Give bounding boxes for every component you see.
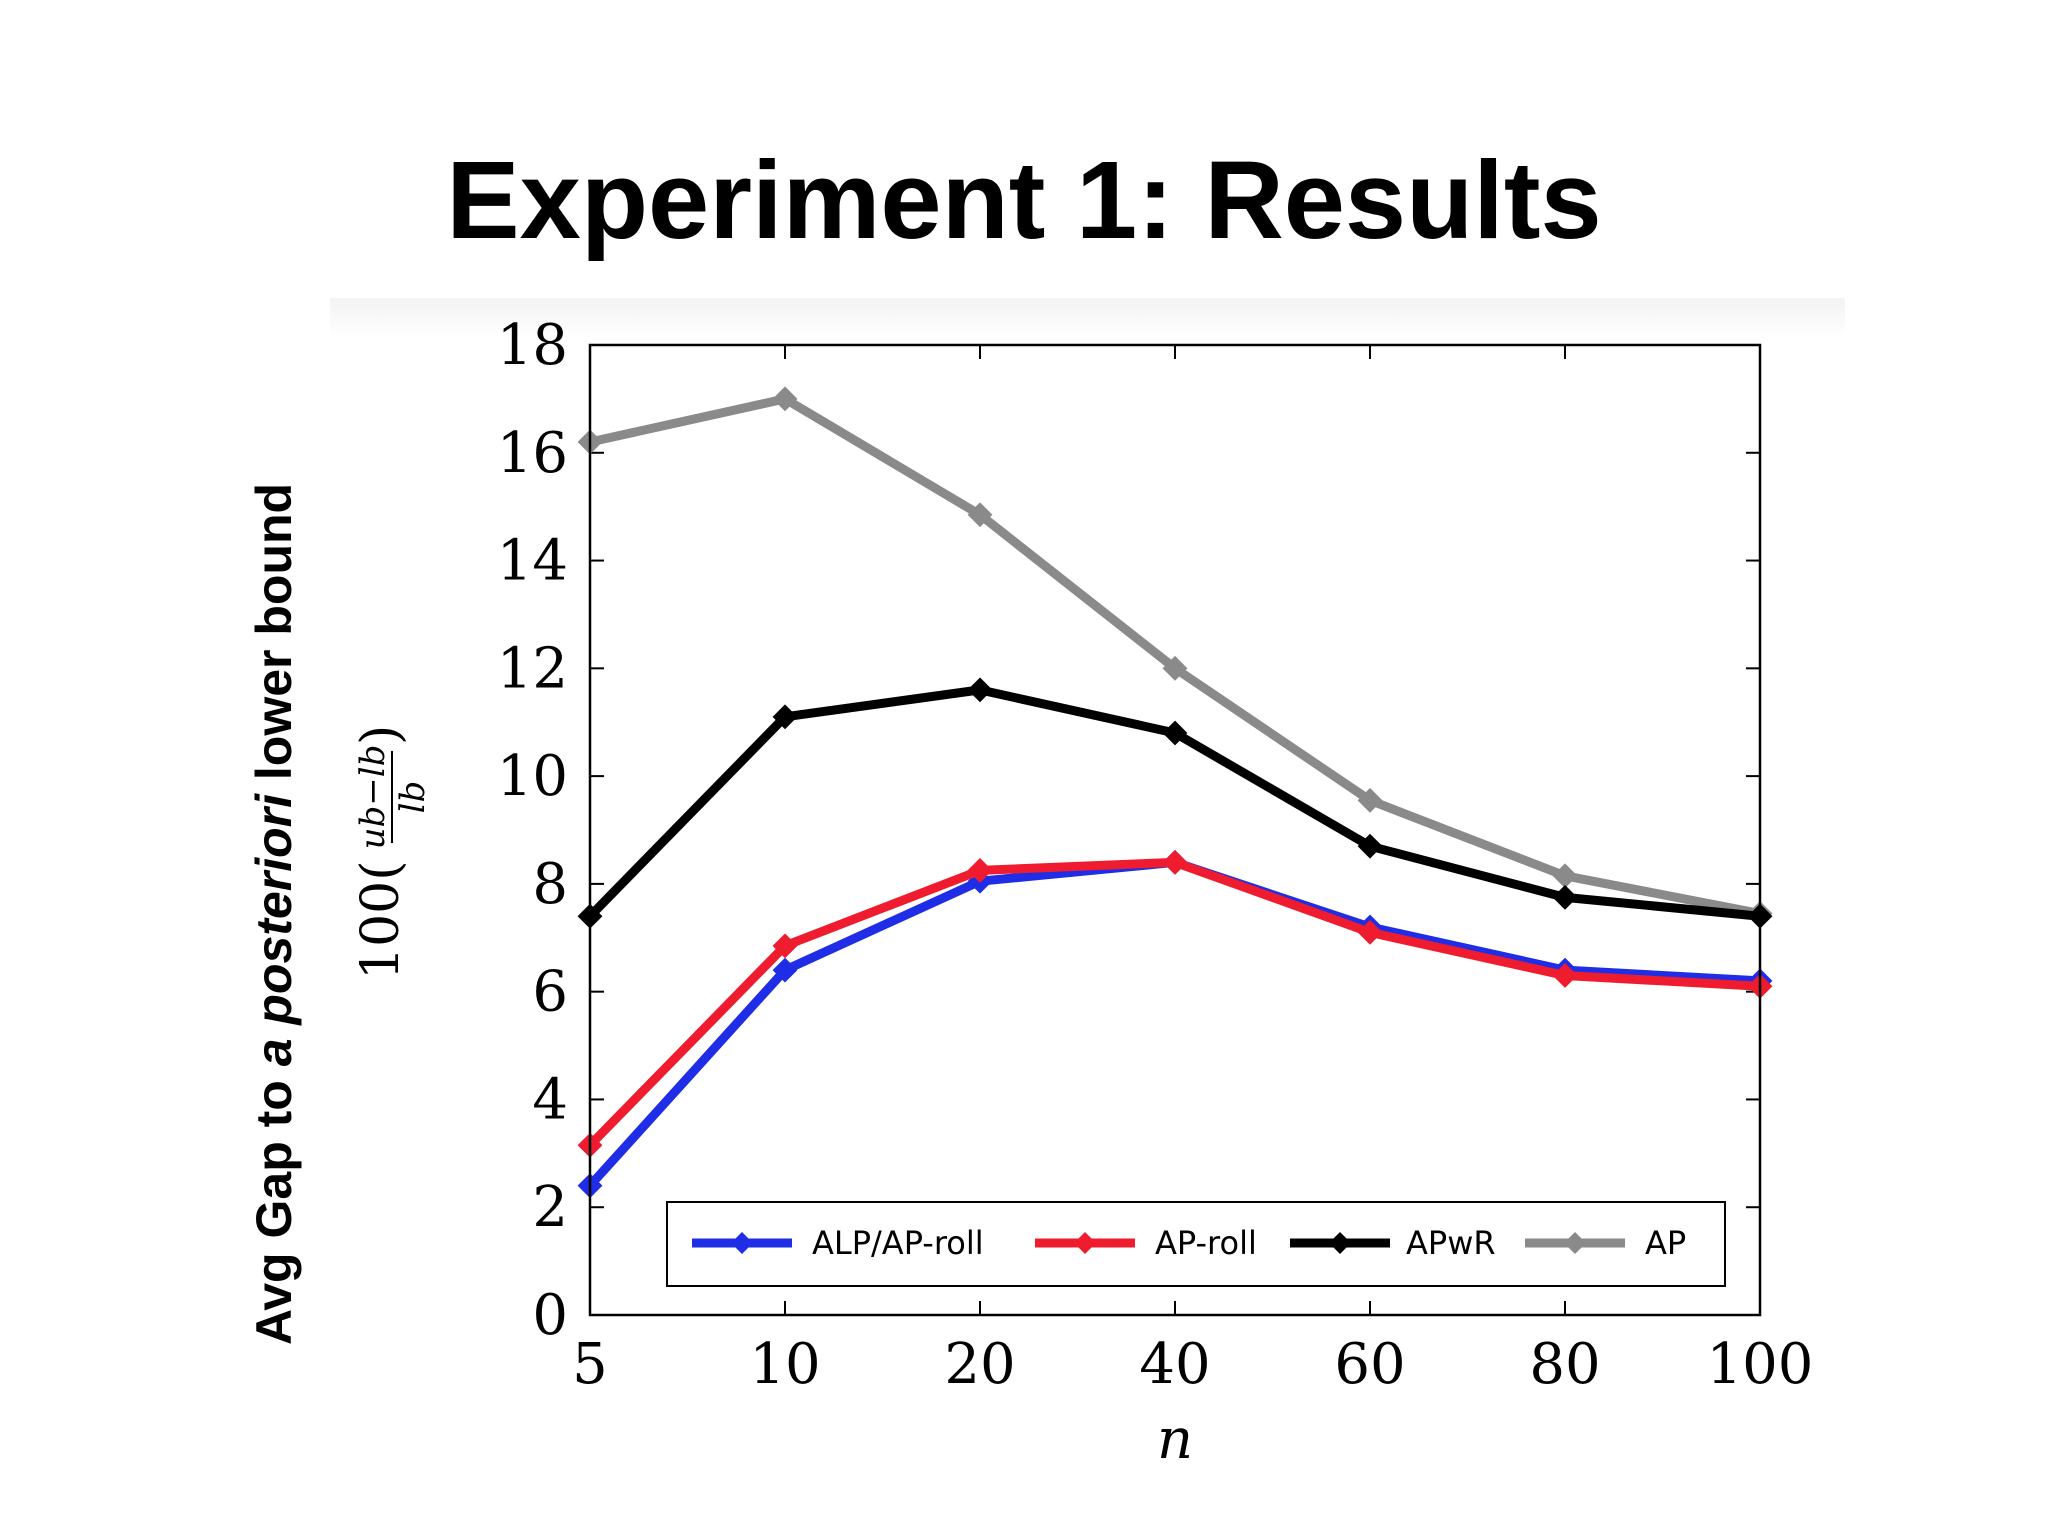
y-tick-label: 0 xyxy=(532,1283,568,1348)
x-tick-label: 60 xyxy=(1334,1332,1405,1397)
series-line xyxy=(586,857,1761,1189)
series-line xyxy=(586,857,1761,1149)
series-apwr xyxy=(577,677,1773,929)
y-tick-label: 10 xyxy=(497,744,568,809)
plot-frame xyxy=(588,343,1762,1317)
legend-marker xyxy=(1564,1232,1586,1254)
y-tick-label: 4 xyxy=(532,1067,568,1132)
legend-marker xyxy=(1329,1232,1351,1254)
y-tick-label: 12 xyxy=(497,636,568,701)
legend-marker xyxy=(1074,1232,1096,1254)
y-tick-label: 6 xyxy=(532,960,568,1025)
legend-item: AP xyxy=(1525,1224,1686,1262)
data-point-marker xyxy=(1162,720,1188,746)
legend-item: AP-roll xyxy=(1035,1224,1257,1262)
legend-label: ALP/AP-roll xyxy=(812,1224,984,1262)
x-tick-label: 10 xyxy=(749,1332,820,1397)
y-tick-label: 18 xyxy=(497,313,568,378)
inner-y-axis-label-numerator: ub−lb xyxy=(353,745,393,850)
data-point-marker xyxy=(967,858,993,883)
legend-marker xyxy=(731,1232,753,1254)
series-lines xyxy=(577,386,1773,1199)
data-point-marker xyxy=(967,502,993,528)
legend-item: ALP/AP-roll xyxy=(692,1224,984,1262)
x-tick-label: 5 xyxy=(572,1332,608,1397)
x-tick-label: 40 xyxy=(1139,1332,1210,1397)
inner-y-axis-label-prefix: 100( xyxy=(351,860,411,980)
data-point-marker xyxy=(967,677,993,703)
inner-y-axis-label-suffix: ) xyxy=(351,725,411,745)
series-ap xyxy=(577,386,1773,926)
x-tick-label: 20 xyxy=(944,1332,1015,1397)
slide-title: Experiment 1: Results xyxy=(446,139,1602,262)
legend-label: AP-roll xyxy=(1155,1224,1257,1262)
legend-label: APwR xyxy=(1406,1224,1496,1262)
y-tick-label: 2 xyxy=(532,1175,568,1240)
inner-y-axis-label-denominator: lb xyxy=(393,781,433,814)
data-point-marker xyxy=(772,386,798,412)
data-point-marker xyxy=(772,957,798,983)
data-point-marker xyxy=(1162,655,1188,681)
data-point-marker xyxy=(772,933,798,959)
legend-label: AP xyxy=(1645,1224,1686,1262)
axis-ticks: 0 2 4 6 8 10 12 14 16 18 5 10 20 40 60 80 100 xyxy=(497,313,1814,1397)
title-underline-band xyxy=(330,298,1845,338)
data-point-marker xyxy=(1162,849,1188,875)
data-point-marker xyxy=(772,704,798,730)
x-tick-label: 80 xyxy=(1529,1332,1600,1397)
data-point-marker xyxy=(1357,833,1383,859)
inner-y-axis-label: 100( ub−lb lb ) xyxy=(351,725,433,980)
data-point-marker xyxy=(1552,963,1578,988)
x-axis-label: n xyxy=(1157,1407,1193,1472)
legend: ALP/AP-roll AP-roll APwR AP xyxy=(666,1201,1726,1287)
data-point-marker xyxy=(1357,787,1383,813)
y-tick-label: 16 xyxy=(497,421,568,486)
legend-item: APwR xyxy=(1290,1224,1496,1262)
y-tick-label: 8 xyxy=(532,852,568,917)
y-tick-label: 14 xyxy=(497,529,568,594)
x-tick-label: 100 xyxy=(1707,1332,1814,1397)
data-point-marker xyxy=(1357,919,1383,945)
data-point-marker xyxy=(1552,884,1578,910)
